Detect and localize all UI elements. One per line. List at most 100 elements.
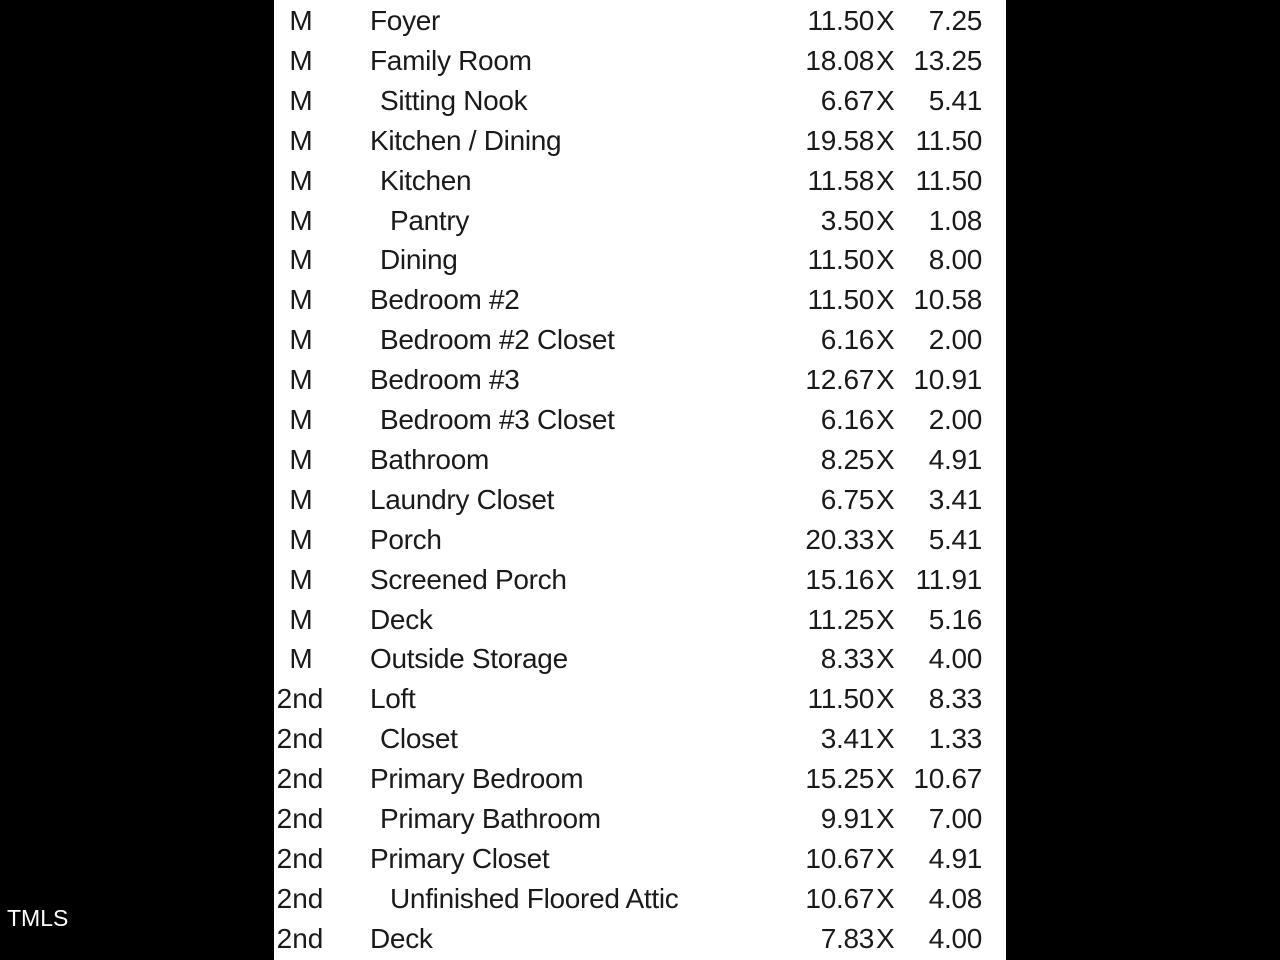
dimension-separator: X [876,44,895,76]
room-length: 11.50 [807,244,875,276]
room-length: 18.08 [805,44,874,76]
room-width: 4.00 [928,643,983,675]
room-level: 2nd [276,683,324,715]
room-row: 2nd Closet 3.41 X 1.33 [274,719,1006,759]
room-level: M [289,364,313,396]
room-level: M [289,164,313,196]
room-length: 8.33 [820,643,875,675]
dimension-separator: X [876,523,895,555]
room-length: 6.16 [820,404,875,435]
room-name: Closet [380,723,458,755]
room-row: M Bedroom #3 Closet 6.16 X 2.00 [274,400,1006,440]
room-level: 2nd [276,882,324,914]
dimension-separator: X [876,124,895,156]
room-width: 10.58 [913,284,982,316]
dimension-separator: X [876,882,895,914]
room-name: Sitting Nook [380,84,528,116]
room-level: 2nd [276,842,324,874]
room-row: M Screened Porch 15.16 X 11.91 [274,560,1006,600]
room-name: Unfinished Floored Attic [390,882,679,914]
room-name: Kitchen [380,164,472,196]
room-length: 15.25 [805,763,874,795]
dimension-separator: X [876,723,895,755]
room-name: Porch [370,523,442,555]
room-length: 15.16 [805,563,874,595]
room-level: 2nd [276,723,324,755]
dimension-separator: X [876,763,895,795]
room-width: 5.41 [928,84,983,116]
dimension-separator: X [876,324,895,356]
room-level: M [289,404,313,435]
dimension-separator: X [876,84,895,116]
room-name: Bathroom [370,443,489,475]
room-length: 9.91 [820,803,875,834]
room-width: 11.50 [915,124,983,156]
room-length: 11.58 [807,164,875,196]
room-row: M Laundry Closet 6.75 X 3.41 [274,480,1006,520]
room-width: 1.08 [928,204,983,236]
room-width: 11.50 [915,164,983,196]
room-row: M Kitchen 11.58 X 11.50 [274,161,1006,201]
room-width: 4.91 [928,842,983,874]
room-row: M Sitting Nook 6.67 X 5.41 [274,81,1006,121]
room-name: Primary Bedroom [370,763,584,795]
room-length: 19.58 [805,124,874,156]
room-level: M [289,44,313,76]
room-name: Pantry [390,204,470,236]
dimension-separator: X [876,204,895,236]
dimension-separator: X [876,603,895,635]
room-row: M Deck 11.25 X 5.16 [274,600,1006,640]
room-level: 2nd [276,763,324,795]
room-level: M [289,483,313,515]
room-level: M [289,643,313,675]
room-level: M [289,523,313,555]
room-level: M [289,324,313,356]
room-name: Deck [370,603,433,635]
room-row: M Bedroom #3 12.67 X 10.91 [274,360,1006,400]
room-width: 8.00 [928,244,983,276]
room-width: 8.33 [928,683,983,715]
room-length: 6.75 [820,483,875,515]
dimension-separator: X [876,364,895,396]
room-row: M Bathroom 8.25 X 4.91 [274,440,1006,480]
room-name: Screened Porch [370,563,567,595]
dimension-separator: X [876,284,895,316]
room-level: 2nd [276,922,324,954]
room-row: M Foyer 11.50 X 7.25 [274,1,1006,41]
room-row: M Pantry 3.50 X 1.08 [274,201,1006,241]
room-name: Outside Storage [370,643,568,675]
room-name: Primary Bathroom [380,803,601,834]
room-name: Bedroom #3 [370,364,520,396]
room-name: Bedroom #2 Closet [380,324,615,356]
room-width: 10.67 [913,763,982,795]
room-level: M [289,124,313,156]
room-width: 7.25 [928,5,983,36]
room-length: 11.25 [807,603,875,635]
room-length: 7.83 [820,922,875,954]
room-width: 2.00 [928,324,983,356]
room-row: 2nd Primary Bedroom 15.25 X 10.67 [274,759,1006,799]
room-name: Bedroom #3 Closet [380,404,615,435]
room-name: Primary Closet [370,842,550,874]
room-name: Bedroom #2 [370,284,520,316]
dimension-separator: X [876,683,895,715]
room-level: M [289,443,313,475]
room-width: 4.00 [928,922,983,954]
room-length: 11.50 [807,284,875,316]
room-row: M Family Room 18.08 X 13.25 [274,41,1006,81]
room-length: 6.67 [820,84,875,116]
dimension-separator: X [876,404,895,435]
room-name: Family Room [370,44,532,76]
dimension-separator: X [876,643,895,675]
dimension-separator: X [876,563,895,595]
room-row: M Porch 20.33 X 5.41 [274,520,1006,560]
room-row: 2nd Loft 11.50 X 8.33 [274,679,1006,719]
dimension-separator: X [876,244,895,276]
room-length: 6.16 [820,324,875,356]
watermark: TMLS [7,905,69,931]
room-level: M [289,244,313,276]
room-name: Foyer [370,5,441,36]
room-width: 1.33 [928,723,983,755]
room-width: 5.16 [928,603,983,635]
dimension-separator: X [876,164,895,196]
